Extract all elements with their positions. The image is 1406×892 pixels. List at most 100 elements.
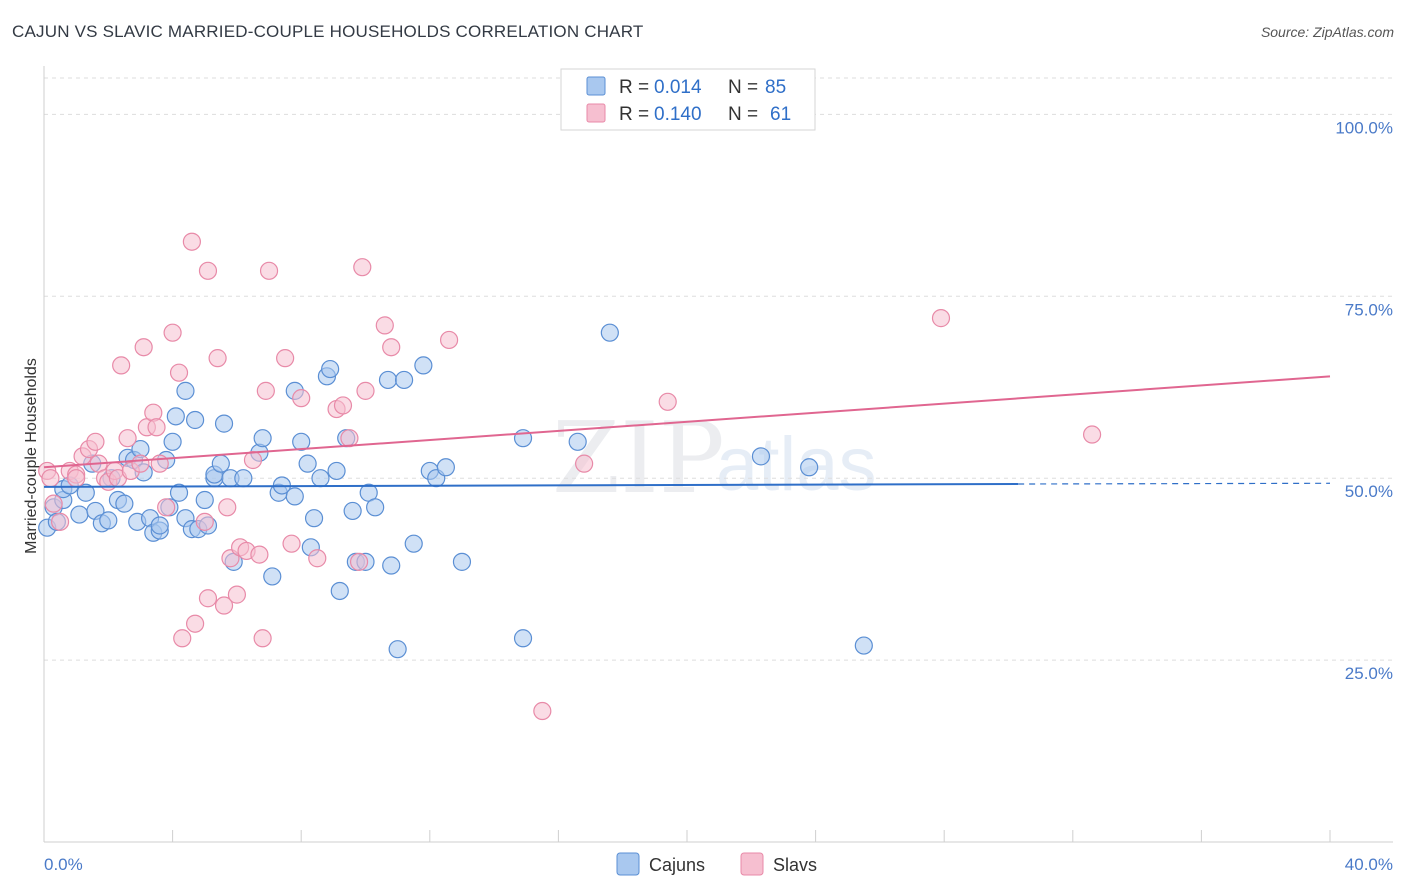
slav-point-56	[382, 338, 401, 357]
slav-point-46	[282, 534, 301, 553]
n-label-slavs: N =	[728, 104, 763, 125]
stats-legend-swatch-cajuns	[586, 76, 606, 96]
slav-point-18	[131, 454, 150, 473]
cajun-point-76	[513, 629, 533, 648]
cajun-point-67	[388, 640, 407, 659]
cajun-point-44	[253, 429, 272, 448]
cajun-point-50	[292, 432, 311, 451]
stats-legend-row-cajuns: R = 0.014 N = 85	[619, 77, 786, 98]
cajun-point-48	[285, 487, 304, 506]
cajun-point-53	[304, 509, 324, 528]
x-tick-label-min: 0.0%	[44, 855, 83, 874]
cajun-point-14	[115, 494, 134, 513]
stats-legend-row-slavs: R = 0.140 N = 61	[619, 104, 791, 125]
stats-legend: R = 0.014 N = 85 R = 0.140 N = 61	[560, 68, 816, 131]
cajun-point-79	[751, 447, 771, 466]
axes	[43, 66, 1393, 843]
slav-point-25	[163, 323, 182, 342]
r-label-slavs: R =	[619, 104, 654, 125]
watermark-atlas: atlas	[716, 422, 877, 507]
trend-line-slavs	[43, 375, 1331, 469]
n-label-cajuns: N =	[728, 77, 763, 98]
cajun-point-56	[321, 359, 340, 379]
cajun-point-60	[343, 501, 362, 521]
cajun-point-42	[234, 469, 253, 488]
cajun-point-6	[70, 505, 89, 524]
slav-point-60	[658, 392, 677, 411]
cajun-point-78	[600, 323, 619, 342]
cajun-point-65	[378, 370, 398, 390]
slav-point-19	[134, 338, 153, 357]
slav-point-31	[198, 261, 218, 280]
slav-point-42	[253, 629, 272, 648]
cajun-point-7	[76, 483, 95, 502]
trend-line-cajuns-extension	[1018, 482, 1331, 485]
cajun-point-69	[404, 534, 423, 553]
slav-point-43	[256, 381, 275, 400]
slav-point-37	[227, 585, 246, 604]
slav-point-27	[173, 629, 192, 648]
slav-point-52	[349, 552, 369, 571]
cajun-point-32	[186, 410, 205, 430]
cajun-point-39	[214, 414, 234, 433]
slav-point-57	[439, 330, 459, 350]
legend-swatch-slavs	[740, 852, 764, 876]
n-value-slavs: 61	[770, 104, 791, 125]
cajun-point-81	[854, 636, 873, 655]
slav-point-15	[112, 356, 131, 375]
slav-point-59	[575, 454, 594, 473]
slav-point-47	[292, 389, 311, 408]
trend-lines	[43, 375, 1331, 488]
slav-point-32	[198, 589, 218, 608]
slav-point-9	[86, 432, 105, 451]
slav-point-53	[353, 258, 372, 277]
legend-swatch-cajuns	[616, 852, 640, 876]
series-legend: Cajuns Slavs	[616, 852, 817, 876]
legend-label-cajuns: Cajuns	[649, 855, 705, 875]
cajun-point-51	[298, 454, 317, 473]
cajun-point-26	[163, 432, 182, 451]
slav-point-2	[44, 494, 63, 513]
cajun-point-80	[800, 458, 819, 477]
slav-point-58	[533, 701, 552, 721]
slav-point-44	[259, 261, 279, 280]
legend-label-slavs: Slavs	[773, 855, 817, 875]
y-tick-label-2: 75.0%	[1345, 300, 1393, 319]
slav-point-28	[182, 232, 201, 251]
slav-point-54	[356, 381, 375, 400]
cajun-point-68	[394, 370, 414, 390]
trend-line-cajuns	[43, 483, 1019, 488]
cajun-point-23	[150, 516, 169, 535]
cajun-point-57	[327, 461, 346, 481]
slav-point-34	[214, 596, 234, 615]
cajun-point-45	[263, 567, 282, 586]
chart-title: CAJUN VS SLAVIC MARRIED-COUPLE HOUSEHOLD…	[12, 22, 644, 41]
cajun-point-34	[195, 490, 214, 510]
cajun-point-74	[452, 552, 472, 571]
cajun-point-29	[176, 381, 195, 400]
slav-point-3	[50, 512, 70, 531]
slav-point-45	[276, 349, 295, 368]
x-tick-label-max: 40.0%	[1345, 855, 1393, 874]
slav-point-40	[243, 450, 263, 470]
cajun-point-11	[99, 511, 118, 530]
slav-point-61	[931, 309, 951, 328]
slav-point-33	[208, 349, 227, 368]
r-value-cajuns: 0.014	[654, 77, 702, 98]
y-tick-label-0: 25.0%	[1345, 664, 1393, 683]
slav-point-26	[169, 363, 189, 382]
cajun-point-77	[568, 432, 587, 451]
slav-point-1	[41, 469, 60, 488]
cajun-point-64	[366, 498, 385, 517]
n-value-cajuns: 85	[765, 77, 786, 98]
cajun-point-27	[166, 407, 185, 426]
cajun-point-70	[414, 356, 433, 375]
cajun-point-73	[436, 458, 455, 477]
y-axis-title: Married-couple Households	[23, 358, 40, 554]
cajun-point-54	[311, 469, 330, 488]
grid	[44, 77, 1393, 661]
slav-point-22	[147, 418, 166, 437]
y-axis-tick-labels: 25.0% 50.0% 75.0% 100.0%	[1335, 118, 1393, 683]
stats-legend-swatch-slavs	[586, 103, 606, 123]
